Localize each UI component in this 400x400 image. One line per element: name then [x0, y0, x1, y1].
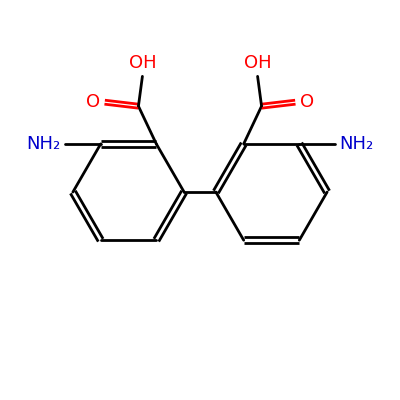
Text: O: O [86, 93, 100, 111]
Text: NH₂: NH₂ [27, 135, 61, 153]
Text: NH₂: NH₂ [339, 135, 373, 153]
Text: OH: OH [128, 54, 156, 72]
Text: O: O [300, 93, 314, 111]
Text: OH: OH [244, 54, 272, 72]
